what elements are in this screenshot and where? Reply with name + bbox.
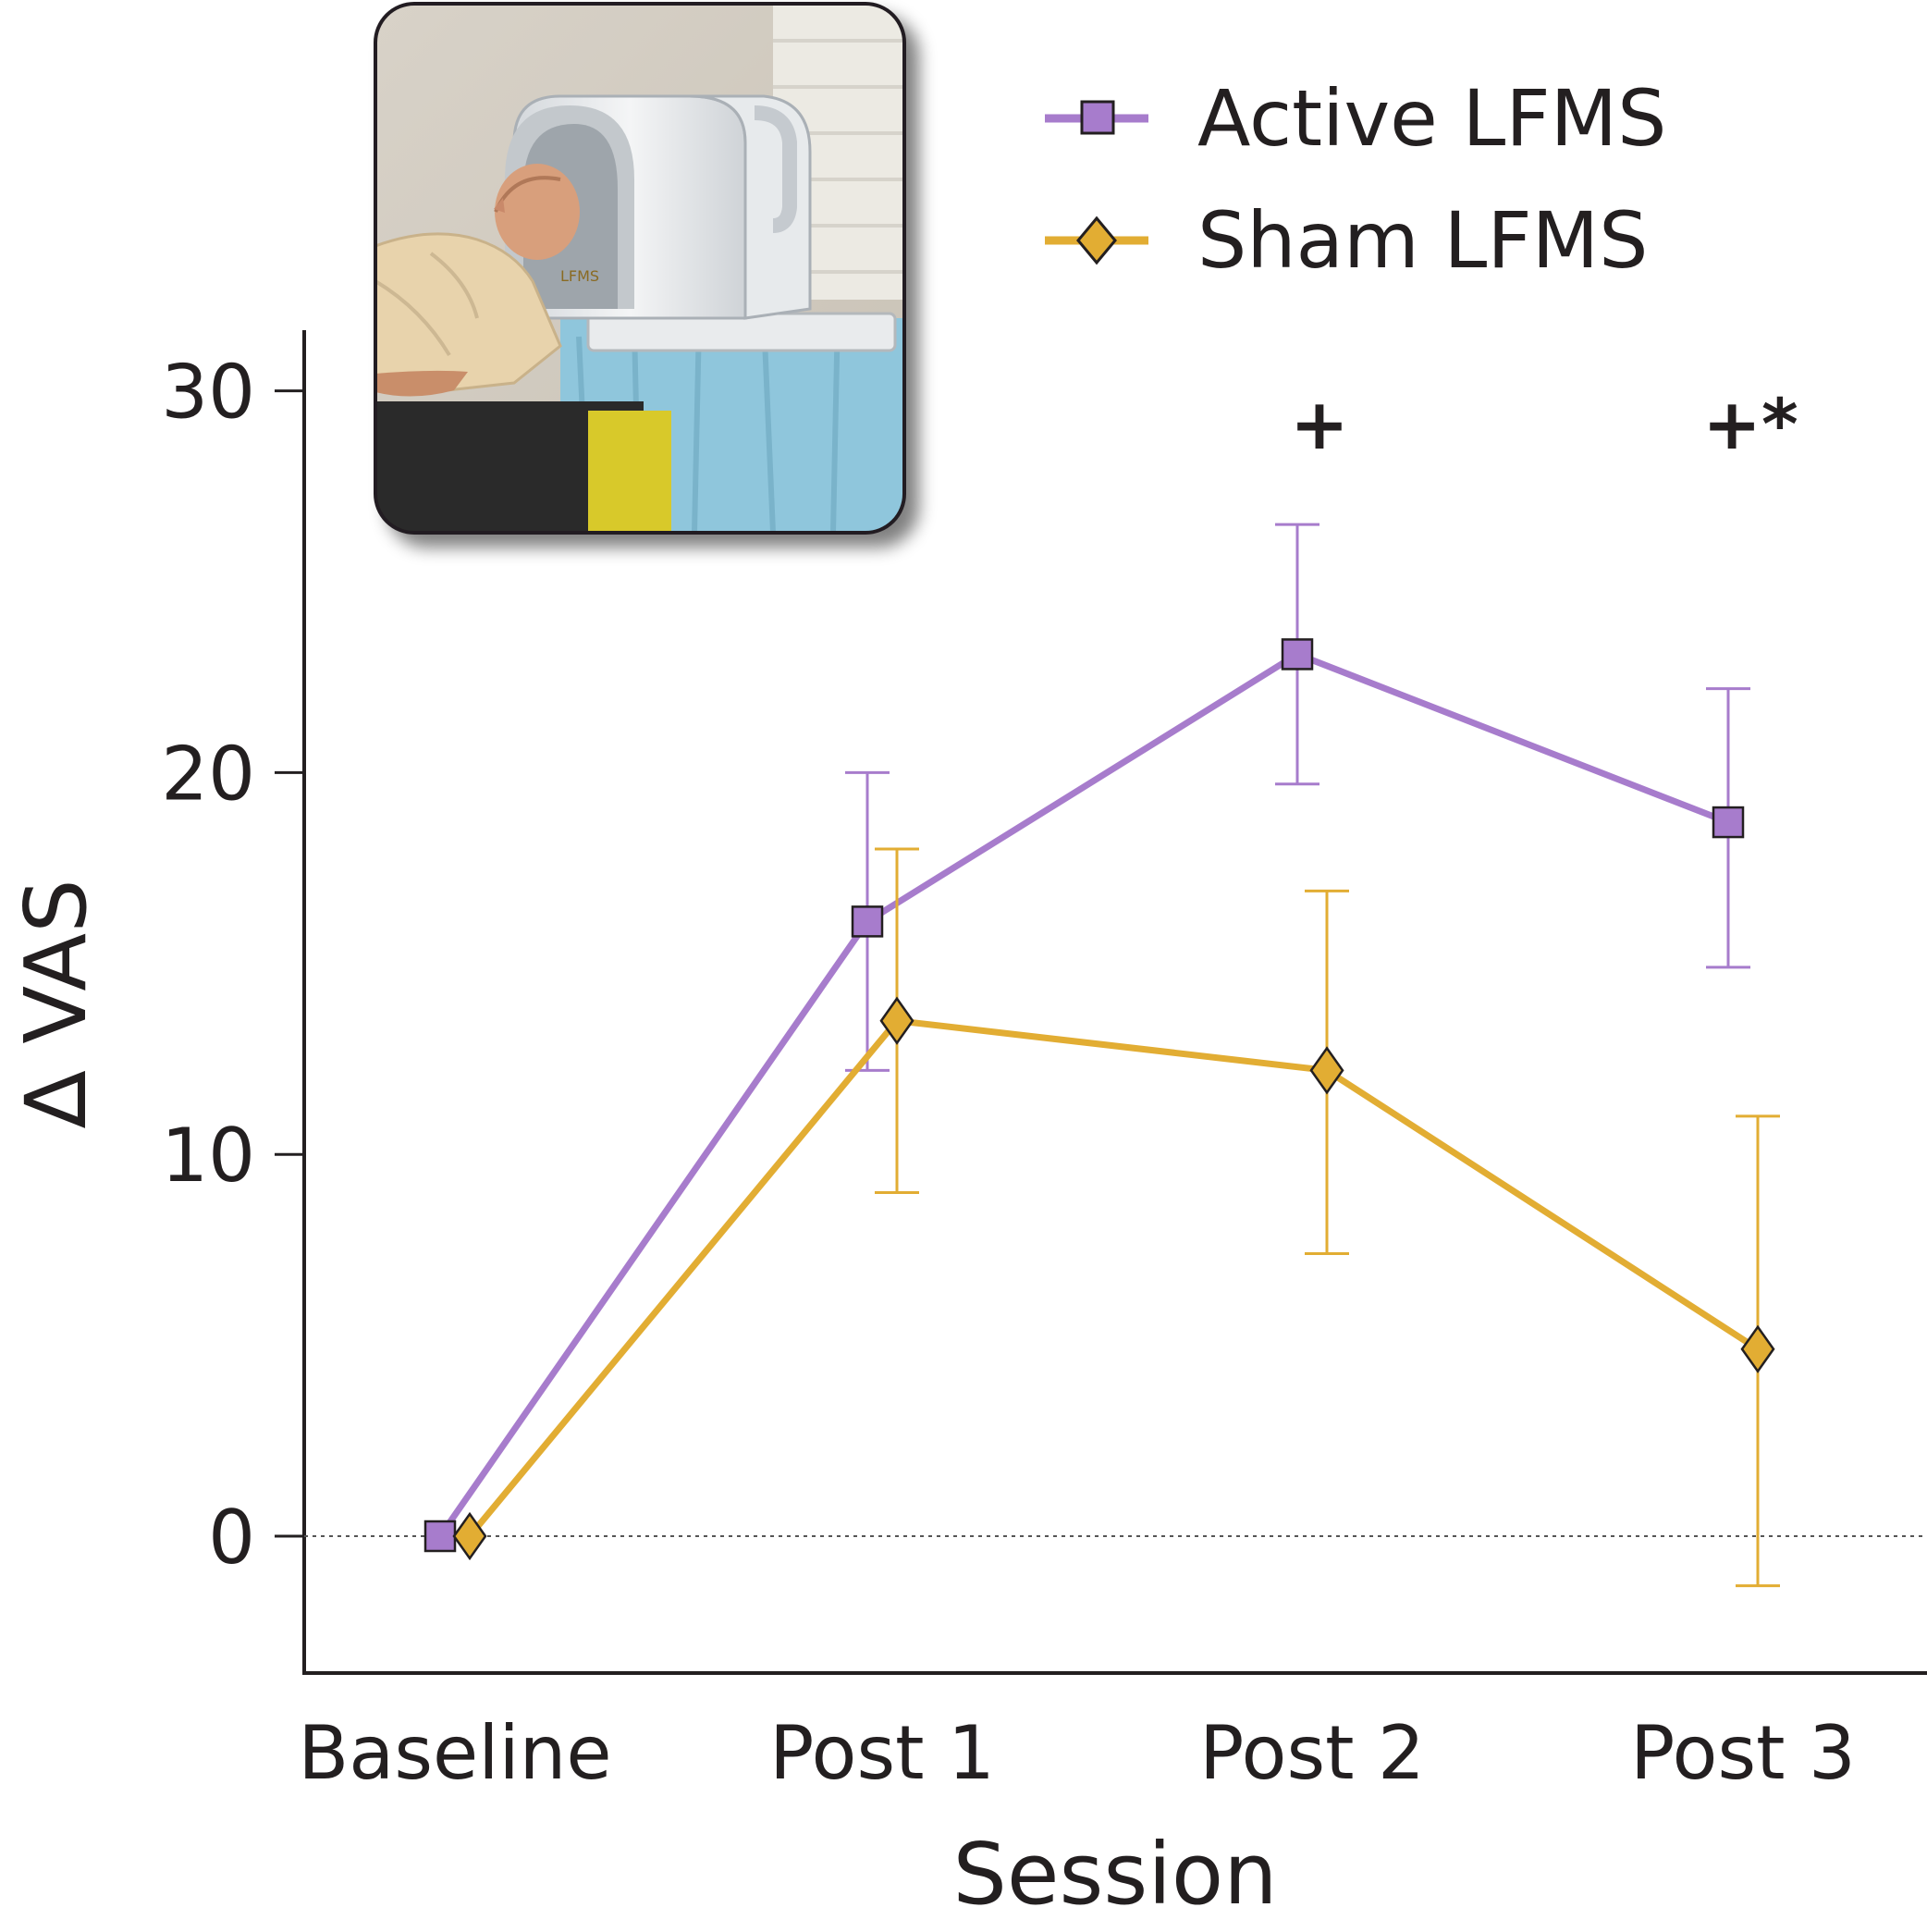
data-point xyxy=(452,1511,487,1561)
data-point xyxy=(879,996,914,1045)
x-axis-ticks: Baseline Post 1 Post 2 Post 3 xyxy=(298,1710,1855,1796)
legend-label-sham: Sham LFMS xyxy=(1197,195,1648,286)
data-point xyxy=(1740,1324,1775,1373)
legend: Active LFMS Sham LFMS xyxy=(1045,73,1666,286)
data-point xyxy=(851,905,884,938)
x-tick-label: Post 1 xyxy=(769,1710,995,1796)
y-tick-label: 30 xyxy=(161,350,255,436)
significance-mark: +* xyxy=(1702,383,1798,465)
y-tick-label: 0 xyxy=(208,1495,255,1581)
y-tick-label: 10 xyxy=(161,1113,255,1199)
legend-entry-sham: Sham LFMS xyxy=(1045,195,1648,286)
y-tick-label: 20 xyxy=(161,731,255,817)
x-tick-label: Post 2 xyxy=(1199,1710,1425,1796)
lfms-device-photo: LFMS xyxy=(374,2,906,535)
x-axis-title: Session xyxy=(952,1825,1277,1924)
data-point xyxy=(1281,638,1314,671)
series-active xyxy=(423,523,1750,1553)
significance-annotations: + +* xyxy=(1290,383,1798,465)
data-point xyxy=(423,1520,457,1553)
svg-text:LFMS: LFMS xyxy=(560,267,599,285)
series-line xyxy=(467,1017,1760,1539)
data-point xyxy=(1309,1046,1344,1095)
series-line xyxy=(437,650,1730,1538)
legend-entry-active: Active LFMS xyxy=(1045,73,1666,164)
x-tick-label: Baseline xyxy=(298,1710,611,1796)
x-tick-label: Post 3 xyxy=(1630,1710,1856,1796)
y-axis-title: ∆ VAS xyxy=(6,879,105,1128)
series-sham xyxy=(452,847,1780,1588)
y-axis-ticks: 0 10 20 30 xyxy=(161,350,304,1581)
legend-label-active: Active LFMS xyxy=(1197,73,1666,164)
person xyxy=(375,164,580,397)
series-layer xyxy=(423,523,1780,1588)
significance-mark: + xyxy=(1290,383,1349,465)
data-point xyxy=(1712,806,1745,839)
